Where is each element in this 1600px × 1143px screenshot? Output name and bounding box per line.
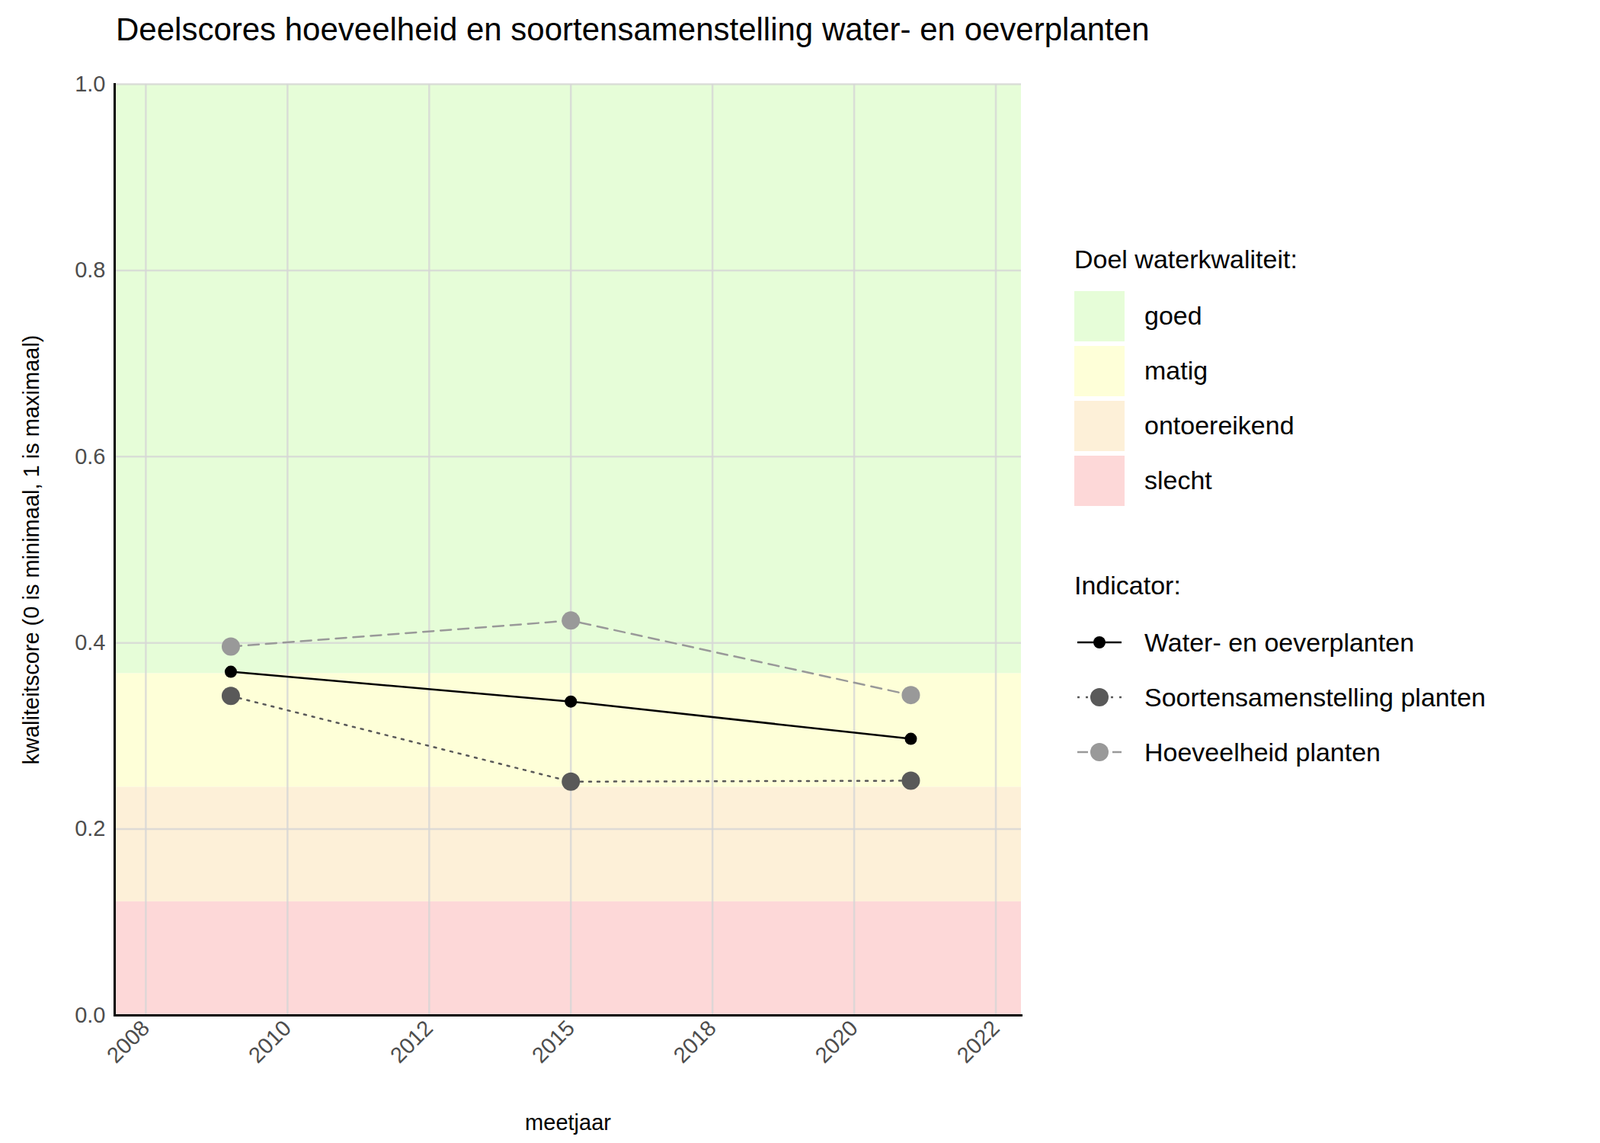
svg-text:goed: goed <box>1144 300 1203 330</box>
svg-text:2012: 2012 <box>385 1015 438 1068</box>
svg-text:meetjaar: meetjaar <box>524 1110 612 1135</box>
svg-text:0.0: 0.0 <box>74 1002 106 1028</box>
svg-text:Hoeveelheid planten: Hoeveelheid planten <box>1144 737 1381 767</box>
svg-text:2020: 2020 <box>810 1015 863 1068</box>
svg-text:Indicator:: Indicator: <box>1074 570 1181 600</box>
svg-text:matig: matig <box>1144 355 1208 385</box>
svg-text:2015: 2015 <box>527 1015 580 1068</box>
svg-text:2022: 2022 <box>952 1015 1005 1068</box>
svg-text:0.4: 0.4 <box>74 630 106 655</box>
svg-text:2010: 2010 <box>243 1015 296 1068</box>
svg-text:0.6: 0.6 <box>74 444 106 469</box>
html-text:Deelscores hoeveelheid en soor: Deelscores hoeveelheid en soortensamenst… <box>115 11 1150 48</box>
svg-text:ontoereikend: ontoereikend <box>1144 410 1295 440</box>
svg-text:Doel waterkwaliteit:: Doel waterkwaliteit: <box>1074 244 1298 274</box>
svg-text:1.0: 1.0 <box>74 71 106 96</box>
svg-text:Water- en oeverplanten: Water- en oeverplanten <box>1144 627 1415 657</box>
svg-text:2018: 2018 <box>668 1015 721 1068</box>
svg-text:2008: 2008 <box>102 1015 154 1068</box>
svg-text:slecht: slecht <box>1144 465 1213 495</box>
svg-text:0.2: 0.2 <box>74 816 106 841</box>
svg-text:0.8: 0.8 <box>74 257 106 282</box>
svg-text:kwaliteitscore (0 is minimaal,: kwaliteitscore (0 is minimaal, 1 is maxi… <box>19 334 44 765</box>
svg-text:Soortensamenstelling planten: Soortensamenstelling planten <box>1144 682 1486 712</box>
